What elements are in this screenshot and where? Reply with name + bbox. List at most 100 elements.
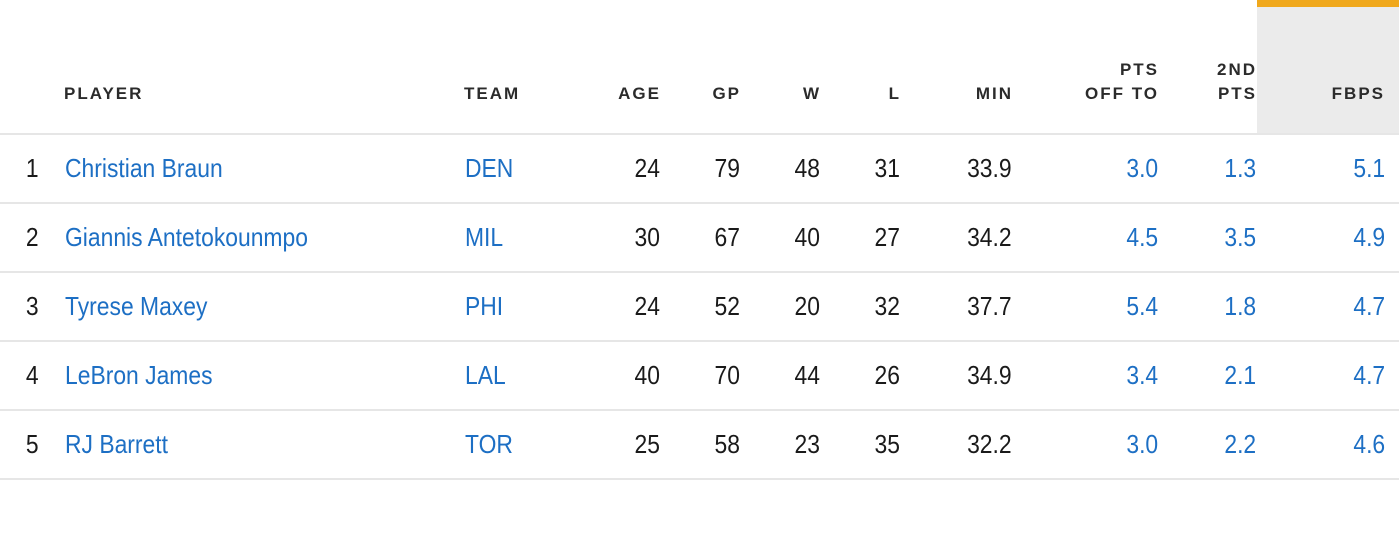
header-l[interactable]: L — [821, 3, 901, 135]
link-team[interactable]: LAL — [465, 359, 506, 390]
cell-player[interactable]: LeBron James — [64, 340, 464, 411]
cell-pts-off-to[interactable]: 3.0 — [1013, 133, 1159, 204]
value-min: 37.7 — [967, 290, 1012, 321]
link-second-pts[interactable]: 3.5 — [1224, 221, 1256, 252]
link-player[interactable]: RJ Barrett — [65, 428, 168, 459]
cell-pts-off-to[interactable]: 3.4 — [1013, 340, 1159, 411]
table-row: 5 RJ Barrett TOR 25 58 23 35 32.2 3.0 2.2 4.6 — [0, 409, 1399, 480]
cell-w: 23 — [741, 409, 821, 480]
link-team[interactable]: PHI — [465, 290, 504, 321]
cell-pts-off-to[interactable]: 4.5 — [1013, 202, 1159, 273]
link-player[interactable]: Christian Braun — [65, 152, 223, 183]
link-pts-off-to[interactable]: 3.0 — [1126, 428, 1158, 459]
value-gp: 67 — [714, 221, 740, 252]
header-team[interactable]: TEAM — [464, 3, 584, 135]
link-fbps[interactable]: 4.6 — [1353, 428, 1385, 459]
cell-rank: 3 — [0, 271, 64, 342]
table-header: PLAYER TEAM AGE GP W L MIN PTS OFF TO 2N… — [0, 0, 1399, 135]
cell-player[interactable]: RJ Barrett — [64, 409, 464, 480]
table-row: 1 Christian Braun DEN 24 79 48 31 33.9 3.0 1.3 5.1 — [0, 133, 1399, 204]
cell-fbps[interactable]: 5.1 — [1257, 133, 1399, 204]
header-player[interactable]: PLAYER — [64, 3, 464, 135]
cell-gp: 58 — [661, 409, 741, 480]
link-fbps[interactable]: 4.9 — [1353, 221, 1385, 252]
table-body: 1 Christian Braun DEN 24 79 48 31 33.9 3.0 1.3 5.1… — [0, 133, 1399, 480]
value-age: 25 — [634, 428, 660, 459]
table-row: 4 LeBron James LAL 40 70 44 26 34.9 3.4 2.1 4.7 — [0, 340, 1399, 411]
link-fbps[interactable]: 5.1 — [1353, 152, 1385, 183]
cell-second-pts[interactable]: 2.1 — [1159, 340, 1257, 411]
link-team[interactable]: MIL — [465, 221, 504, 252]
cell-second-pts[interactable]: 1.8 — [1159, 271, 1257, 342]
cell-fbps[interactable]: 4.9 — [1257, 202, 1399, 273]
value-gp: 58 — [714, 428, 740, 459]
link-player[interactable]: Tyrese Maxey — [65, 290, 208, 321]
cell-team[interactable]: LAL — [464, 340, 584, 411]
link-second-pts[interactable]: 1.3 — [1224, 152, 1256, 183]
link-team[interactable]: TOR — [465, 428, 513, 459]
cell-team[interactable]: PHI — [464, 271, 584, 342]
cell-pts-off-to[interactable]: 3.0 — [1013, 409, 1159, 480]
cell-l: 31 — [821, 133, 901, 204]
cell-second-pts[interactable]: 1.3 — [1159, 133, 1257, 204]
value-l: 31 — [874, 152, 900, 183]
table-row: 2 Giannis Antetokounmpo MIL 30 67 40 27 34.2 4.5… — [0, 202, 1399, 273]
cell-fbps[interactable]: 4.6 — [1257, 409, 1399, 480]
value-w: 20 — [794, 290, 820, 321]
header-rank — [0, 3, 64, 135]
cell-team[interactable]: TOR — [464, 409, 584, 480]
link-second-pts[interactable]: 2.2 — [1224, 428, 1256, 459]
cell-l: 27 — [821, 202, 901, 273]
link-player[interactable]: LeBron James — [65, 359, 213, 390]
cell-l: 32 — [821, 271, 901, 342]
cell-fbps[interactable]: 4.7 — [1257, 271, 1399, 342]
cell-min: 32.2 — [901, 409, 1013, 480]
value-min: 34.9 — [967, 359, 1012, 390]
value-gp: 52 — [714, 290, 740, 321]
cell-pts-off-to[interactable]: 5.4 — [1013, 271, 1159, 342]
value-min: 33.9 — [967, 152, 1012, 183]
header-gp[interactable]: GP — [661, 3, 741, 135]
cell-min: 34.9 — [901, 340, 1013, 411]
link-second-pts[interactable]: 1.8 — [1224, 290, 1256, 321]
cell-w: 40 — [741, 202, 821, 273]
header-fbps-sorted[interactable]: FBPS — [1257, 0, 1399, 135]
value-age: 30 — [634, 221, 660, 252]
cell-player[interactable]: Giannis Antetokounmpo — [64, 202, 464, 273]
cell-rank: 4 — [0, 340, 64, 411]
cell-player[interactable]: Christian Braun — [64, 133, 464, 204]
cell-team[interactable]: DEN — [464, 133, 584, 204]
value-min: 34.2 — [967, 221, 1012, 252]
header-w[interactable]: W — [741, 3, 821, 135]
link-pts-off-to[interactable]: 4.5 — [1126, 221, 1158, 252]
header-second-pts[interactable]: 2ND PTS — [1159, 3, 1257, 135]
value-rank: 5 — [26, 428, 39, 459]
cell-age: 25 — [584, 409, 661, 480]
link-second-pts[interactable]: 2.1 — [1224, 359, 1256, 390]
link-fbps[interactable]: 4.7 — [1353, 359, 1385, 390]
link-fbps[interactable]: 4.7 — [1353, 290, 1385, 321]
value-l: 27 — [874, 221, 900, 252]
header-pts-off-to[interactable]: PTS OFF TO — [1013, 3, 1159, 135]
value-rank: 2 — [26, 221, 39, 252]
header-age[interactable]: AGE — [584, 3, 661, 135]
header-pts-off-to-line1: PTS — [1119, 59, 1159, 79]
cell-fbps[interactable]: 4.7 — [1257, 340, 1399, 411]
cell-player[interactable]: Tyrese Maxey — [64, 271, 464, 342]
cell-second-pts[interactable]: 2.2 — [1159, 409, 1257, 480]
cell-w: 44 — [741, 340, 821, 411]
value-w: 23 — [794, 428, 820, 459]
link-pts-off-to[interactable]: 3.0 — [1126, 152, 1158, 183]
value-rank: 3 — [26, 290, 39, 321]
link-pts-off-to[interactable]: 3.4 — [1126, 359, 1158, 390]
link-team[interactable]: DEN — [465, 152, 514, 183]
cell-age: 24 — [584, 271, 661, 342]
header-min[interactable]: MIN — [901, 3, 1013, 135]
cell-min: 37.7 — [901, 271, 1013, 342]
cell-w: 20 — [741, 271, 821, 342]
cell-gp: 70 — [661, 340, 741, 411]
cell-second-pts[interactable]: 3.5 — [1159, 202, 1257, 273]
link-player[interactable]: Giannis Antetokounmpo — [65, 221, 308, 252]
cell-team[interactable]: MIL — [464, 202, 584, 273]
link-pts-off-to[interactable]: 5.4 — [1126, 290, 1158, 321]
